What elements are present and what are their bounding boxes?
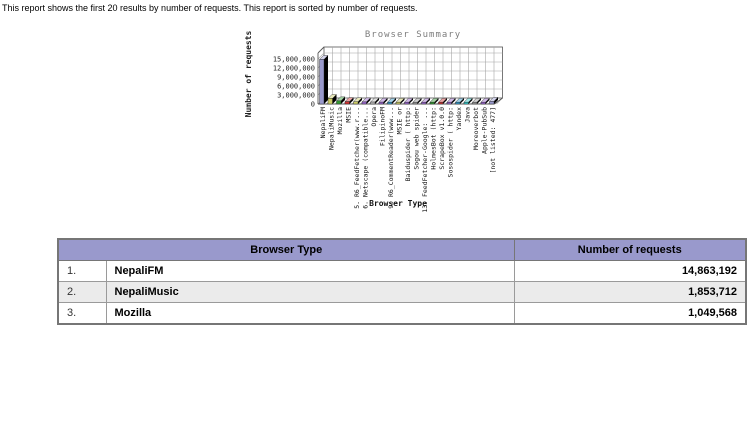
table-row: 2. NepaliMusic 1,853,712	[57, 281, 747, 303]
chart-title: Browser Summary	[365, 30, 461, 40]
x-axis-label: Yandex	[455, 107, 463, 131]
x-axis-label: 5. R6_FeedFetcher(www.r...	[353, 107, 361, 209]
browser-summary-chart: 0 3,000,000 6,000,000 9,000,000 12,000,000 15…	[240, 28, 510, 220]
x-axis-title: Browser Type	[369, 199, 427, 208]
top-depth-edge	[317, 46, 325, 54]
y-tick-label: 0	[311, 101, 315, 109]
table-header-row: Browser Type Number of requests	[57, 238, 747, 261]
request-count-cell: 14,863,192	[513, 260, 747, 282]
rank-cell: 1.	[57, 260, 107, 282]
bar-11	[404, 97, 414, 105]
browser-summary-chart-canvas: 03,000,0006,000,0009,000,00012,000,00015…	[244, 30, 503, 213]
x-axis-label: 13. FeedFetcher-Google: ...	[421, 107, 429, 213]
x-axis-label: NepaliMusic	[328, 107, 336, 150]
request-count-cell: 1,049,568	[513, 302, 747, 325]
x-axis-label: [not listed: 477]	[489, 107, 497, 174]
bar-18	[463, 97, 473, 105]
bar-16	[446, 97, 456, 105]
bar-7	[370, 97, 380, 105]
x-axis-label: MSIE	[345, 107, 353, 123]
bar-10	[395, 97, 405, 105]
report-description: This report shows the first 20 results b…	[2, 3, 418, 13]
plot-back-wall	[323, 46, 503, 99]
bar-15	[438, 97, 448, 105]
bar-2	[327, 94, 337, 105]
bar-6	[361, 97, 371, 105]
bar-12	[412, 97, 422, 105]
x-axis-label: Opera	[370, 107, 378, 127]
bar-3	[336, 96, 346, 105]
browser-table: Browser Type Number of requests 1. Nepali…	[57, 238, 747, 325]
bar-8	[378, 97, 388, 105]
y-tick-label: 12,000,000	[273, 65, 315, 73]
x-axis-label: Apple-PubSub	[481, 107, 489, 154]
x-axis-label: Baiduspider ( http:	[404, 107, 412, 181]
column-header-browser-type: Browser Type	[57, 238, 515, 261]
bar-17	[455, 97, 465, 105]
column-header-number-of-requests: Number of requests	[513, 238, 747, 261]
bar-9	[387, 97, 397, 105]
x-axis-label: 9. R6_CommentReader(www...	[387, 107, 395, 209]
x-axis-label: MSIE or	[396, 107, 404, 134]
x-axis-label: Mozilla	[336, 107, 344, 134]
bar-14	[429, 97, 439, 105]
y-axis-title: Number of requests	[244, 30, 253, 117]
bar-13	[421, 97, 431, 105]
rank-cell: 2.	[57, 281, 107, 303]
request-count-cell: 1,853,712	[513, 281, 747, 303]
table-row: 1. NepaliFM 14,863,192	[57, 260, 747, 282]
bar-21	[489, 97, 499, 105]
y-tick-label: 3,000,000	[277, 92, 315, 100]
bar-19	[472, 97, 482, 105]
browser-name-cell: NepaliMusic	[105, 281, 515, 303]
bar-4	[344, 97, 354, 105]
bar-5	[353, 97, 363, 105]
bar-1	[319, 55, 329, 105]
x-axis-label: FilipinoFM	[379, 107, 387, 146]
browser-name-cell: Mozilla	[105, 302, 515, 325]
x-axis-label: Java	[464, 107, 472, 123]
x-axis-label: Moreoverbot	[472, 107, 480, 150]
y-tick-label: 15,000,000	[273, 56, 315, 64]
rank-cell: 3.	[57, 302, 107, 325]
table-row: 3. Mozilla 1,049,568	[57, 302, 747, 325]
x-axis-label: HolmesBot (http:	[430, 107, 438, 170]
bar-20	[480, 97, 490, 105]
x-axis-label: Sosospider ( http:	[447, 107, 455, 177]
browser-name-cell: NepaliFM	[105, 260, 515, 282]
y-tick-label: 6,000,000	[277, 83, 315, 91]
table-body: 1. NepaliFM 14,863,192 2. NepaliMusic 1,853,7…	[57, 260, 747, 325]
y-tick-label: 9,000,000	[277, 74, 315, 82]
h-gridline-depth	[317, 52, 325, 60]
x-axis-label: 6. Netscape (compatible...	[362, 107, 370, 209]
x-axis-label: Sogou web spider	[413, 107, 421, 170]
x-axis-label: NepaliFM	[319, 107, 327, 138]
x-axis-label: ScrapeBox v1.0.0	[438, 107, 446, 170]
right-depth-edge	[494, 97, 503, 105]
